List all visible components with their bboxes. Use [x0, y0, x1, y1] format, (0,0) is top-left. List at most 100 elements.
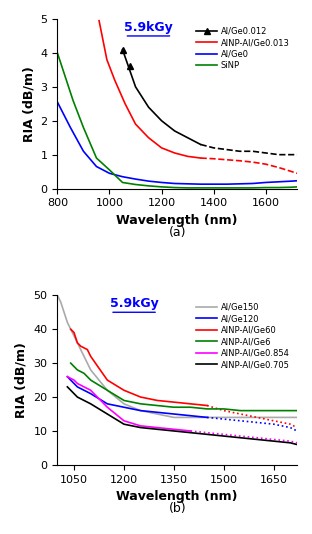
AlNP-Al/Ge60: [205, 402, 209, 409]
AlNP-Al/Ge6: [289, 407, 292, 414]
AlNP-Al/Ge0.854: [85, 386, 89, 392]
SiNP: [81, 124, 85, 131]
AlNP-Al/Ge6: [222, 406, 226, 412]
Al/Ge150: [155, 411, 159, 417]
SiNP: [134, 182, 137, 188]
AlNP-Al/Ge60: [189, 400, 193, 407]
AlNP-Al/Ge0.854: [139, 423, 143, 429]
Al/Ge0: [108, 170, 111, 177]
AlNP-Al/Ge6: [105, 387, 109, 394]
Al/Ge0: [134, 176, 137, 182]
Al/Ge150: [66, 319, 69, 326]
AlNP-Al/Ge6: [139, 400, 143, 407]
Al/Ge150: [89, 367, 93, 373]
Al/Ge150: [295, 414, 299, 421]
AlNP-Al/Ge0.705: [76, 394, 79, 400]
Text: 5.9kGy: 5.9kGy: [110, 297, 158, 310]
AlNP-Al/Ge0.854: [69, 375, 73, 382]
AlNP-Al/Ge0.705: [122, 421, 126, 427]
Al/Ge0: [81, 148, 85, 154]
SiNP: [277, 184, 280, 191]
Text: 5.9kGy: 5.9kGy: [124, 21, 173, 34]
Al/Ge150: [255, 414, 259, 421]
Al/Ge120: [139, 407, 143, 414]
Al/Ge150: [239, 414, 242, 421]
AlNP-Al/Ge60: [139, 394, 143, 400]
AlNP-Al/Ge6: [85, 373, 89, 380]
AlNP-Al/Ge0.854: [105, 404, 109, 411]
SiNP: [160, 184, 163, 190]
Al/Ge0: [238, 180, 241, 187]
AlNP-Al/Ge6: [255, 407, 259, 414]
SiNP: [63, 74, 67, 80]
SiNP: [212, 185, 216, 191]
Al/Ge120: [66, 373, 69, 380]
Al/Ge150: [189, 414, 193, 421]
Al/Ge0: [290, 178, 294, 184]
AlNP-Al/Ge0.705: [255, 436, 259, 443]
SiNP: [121, 179, 124, 186]
SiNP: [108, 167, 111, 173]
Al/Ge150: [69, 326, 73, 333]
AlNP-Al/Ge0.705: [205, 431, 209, 437]
AlNP-Al/Ge0.705: [105, 411, 109, 417]
Al/Ge150: [205, 414, 209, 421]
SiNP: [251, 185, 255, 191]
AlNP-Al/Ge0.854: [76, 380, 79, 387]
Y-axis label: RIA (dB/m): RIA (dB/m): [15, 342, 28, 418]
AlNP-Al/Ge6: [122, 397, 126, 404]
AlNP-Al/Ge0.854: [172, 426, 176, 433]
AlNP-Al/Ge0.705: [239, 435, 242, 441]
SiNP: [147, 183, 150, 189]
AlNP-Al/Ge0.705: [172, 428, 176, 434]
Line: AlNP-Al/Ge0.705: AlNP-Al/Ge0.705: [67, 387, 297, 444]
Al/Ge0: [69, 124, 72, 131]
AlNP-Al/Ge6: [82, 370, 86, 376]
Al/Ge0: [56, 99, 59, 105]
AlNP-Al/Ge0.854: [155, 425, 159, 431]
AlNP-Al/Ge0.854: [66, 373, 69, 380]
Al/Ge150: [62, 309, 66, 316]
Al/Ge150: [122, 400, 126, 407]
AlNP-Al/Ge0.705: [222, 433, 226, 439]
Al/Ge0: [199, 181, 202, 187]
AlNP-Al/Ge0.705: [89, 400, 93, 407]
AlNP-Al/Ge0.705: [295, 441, 299, 447]
AlNP-Al/Ge0.705: [66, 383, 69, 390]
AlNP-Al/Ge0.854: [82, 383, 86, 390]
AlNP-Al/Ge6: [89, 377, 93, 383]
Line: AlNP-Al/Ge60: AlNP-Al/Ge60: [71, 329, 207, 405]
AlNP-Al/Ge6: [295, 407, 299, 414]
SiNP: [173, 184, 177, 191]
AlNP-Al/Ge6: [205, 406, 209, 412]
AlNP-Al/Ge60: [79, 343, 83, 349]
Text: (a): (a): [168, 226, 186, 239]
Line: Al/Ge0: Al/Ge0: [57, 102, 297, 184]
Al/Ge120: [189, 412, 193, 419]
AlNP-Al/Ge60: [155, 397, 159, 404]
AlNP-Al/Ge6: [69, 360, 73, 366]
AlNP-Al/Ge0.854: [79, 382, 83, 388]
AlNP-Al/Ge6: [172, 404, 176, 411]
AlNP-Al/Ge0.705: [72, 390, 76, 397]
Al/Ge0: [251, 180, 255, 187]
AlNP-Al/Ge0.705: [155, 426, 159, 433]
AlNP-Al/Ge0.705: [272, 438, 275, 444]
Text: (b): (b): [168, 502, 186, 515]
Al/Ge0: [212, 181, 216, 187]
SiNP: [238, 185, 241, 191]
Al/Ge150: [272, 414, 275, 421]
Al/Ge0: [160, 179, 163, 186]
SiNP: [264, 184, 268, 191]
SiNP: [95, 155, 98, 161]
Al/Ge150: [105, 387, 109, 394]
AlNP-Al/Ge60: [76, 340, 79, 346]
AlNP-Al/Ge6: [72, 363, 76, 370]
Line: AlNP-Al/Ge6: AlNP-Al/Ge6: [71, 363, 297, 411]
Al/Ge0: [147, 178, 150, 184]
X-axis label: Wavelength (nm): Wavelength (nm): [116, 214, 238, 227]
Al/Ge120: [172, 411, 176, 417]
AlNP-Al/Ge6: [272, 407, 275, 414]
AlNP-Al/Ge6: [79, 368, 83, 375]
AlNP-Al/Ge0.705: [289, 439, 292, 446]
